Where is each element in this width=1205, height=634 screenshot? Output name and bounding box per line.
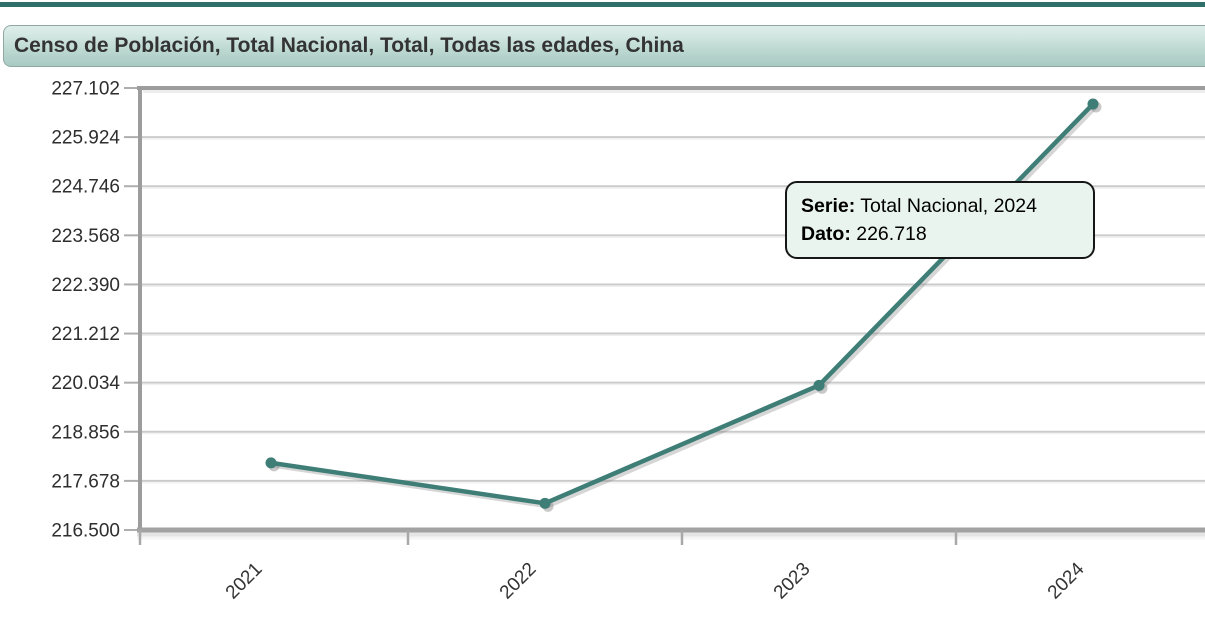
tooltip-dato-line: Dato: 226.718 (801, 220, 1079, 248)
y-axis-label: 224.746 (51, 177, 120, 198)
tooltip-dato-label: Dato: (801, 223, 851, 245)
y-axis-label: 216.500 (51, 521, 120, 542)
data-point-2023[interactable] (813, 379, 825, 391)
y-axis-label: 218.856 (51, 422, 120, 443)
line-chart: 227.102 225.924 224.746 223.568 222.390 221.2… (51, 79, 1205, 604)
x-axis-label: 2024 (1044, 558, 1089, 603)
series-line (268, 101, 1096, 506)
x-axis-label: 2021 (222, 559, 267, 604)
chart-area: 227.102 225.924 224.746 223.568 222.390 221.2… (0, 74, 1205, 634)
tooltip-serie-label: Serie: (801, 195, 856, 217)
data-point-2021[interactable] (265, 457, 277, 469)
y-axis-label: 223.568 (51, 226, 120, 247)
tooltip: Serie: Total Nacional, 2024 Dato: 226.71… (785, 181, 1095, 259)
y-axis-label: 227.102 (51, 79, 120, 100)
data-point-2024[interactable] (1087, 98, 1099, 110)
tooltip-serie-line: Serie: Total Nacional, 2024 (801, 192, 1079, 220)
data-point-2022[interactable] (539, 497, 551, 509)
y-axis-label: 222.390 (51, 275, 120, 296)
x-axis-label: 2022 (496, 559, 541, 604)
series-line-shadow (271, 104, 1099, 509)
chart-title-bar: Censo de Población, Total Nacional, Tota… (3, 25, 1205, 67)
y-axis-label: 217.678 (51, 471, 120, 492)
top-accent-bar (0, 2, 1205, 7)
chart-title: Censo de Población, Total Nacional, Tota… (14, 34, 684, 57)
x-axis-label: 2023 (770, 559, 815, 604)
y-axis-label: 225.924 (51, 128, 120, 149)
tooltip-dato-value: 226.718 (850, 223, 927, 245)
y-axis-label: 221.212 (51, 324, 120, 345)
y-axis-label: 220.034 (51, 373, 120, 394)
tooltip-serie-value: Total Nacional, 2024 (855, 195, 1037, 217)
